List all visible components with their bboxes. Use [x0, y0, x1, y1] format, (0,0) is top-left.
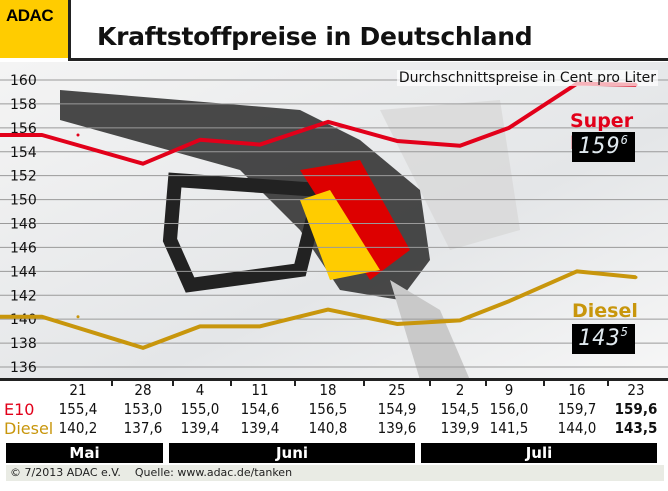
- adac-logo: ADAC: [0, 0, 68, 58]
- diesel-value: 144,0: [557, 419, 597, 437]
- x-tick-label: 18: [319, 381, 337, 399]
- divider: [68, 58, 668, 61]
- x-tick-label: 23: [627, 381, 645, 399]
- data-point: [198, 138, 202, 142]
- y-tick-label: 144: [10, 264, 37, 280]
- e10-value: 154,6: [240, 400, 280, 418]
- data-point: [507, 126, 511, 130]
- data-point: [634, 275, 638, 279]
- data-point: [326, 308, 330, 312]
- month-label: Mai: [6, 443, 163, 463]
- x-tick: [428, 378, 431, 386]
- y-tick-label: 152: [10, 169, 37, 185]
- data-point: [326, 120, 330, 124]
- month-label: Juli: [421, 443, 657, 463]
- month-label: Juni: [169, 443, 415, 463]
- divider: [68, 0, 71, 60]
- x-tick-label: 9: [504, 381, 514, 399]
- x-tick: [484, 378, 487, 386]
- row-label-e10: E10: [4, 400, 35, 419]
- diesel-value: 137,6: [123, 419, 163, 437]
- x-tick-label: 4: [195, 381, 205, 399]
- data-point: [76, 315, 80, 319]
- diesel-value: 139,4: [240, 419, 280, 437]
- diesel-value: 143,5: [614, 419, 658, 437]
- x-tick: [110, 378, 113, 386]
- e10-value: 156,0: [489, 400, 529, 418]
- y-tick-label: 160: [10, 73, 37, 89]
- data-point: [198, 324, 202, 328]
- e10-value: 154,5: [440, 400, 480, 418]
- e10-value: 159,6: [614, 400, 658, 418]
- x-tick-label: 11: [251, 381, 269, 399]
- x-tick: [171, 378, 174, 386]
- data-point: [141, 162, 145, 166]
- diesel-value: 139,4: [180, 419, 220, 437]
- x-tick: [543, 378, 545, 386]
- price-display-e10: 1596: [572, 132, 635, 162]
- diesel-value: 140,8: [308, 419, 348, 437]
- price-display-diesel: 1435: [572, 324, 635, 354]
- e10-value: 156,5: [308, 400, 348, 418]
- y-tick-label: 148: [10, 217, 37, 233]
- data-point: [76, 133, 80, 137]
- data-point: [458, 318, 462, 322]
- e10-value: 154,9: [377, 400, 417, 418]
- y-tick-label: 140: [10, 312, 37, 328]
- diesel-value: 141,5: [489, 419, 529, 437]
- data-point: [141, 346, 145, 350]
- data-point: [258, 143, 262, 147]
- diesel-value: 139,9: [440, 419, 480, 437]
- chart-subtitle: Durchschnittspreise in Cent pro Liter: [396, 70, 658, 86]
- e10-value: 155,0: [180, 400, 220, 418]
- x-tick-label: 16: [568, 381, 586, 399]
- x-tick-label: 2: [455, 381, 465, 399]
- x-tick-label: 25: [388, 381, 406, 399]
- e10-value: 155,4: [58, 400, 98, 418]
- diesel-value: 139,6: [377, 419, 417, 437]
- diesel-value: 140,2: [58, 419, 98, 437]
- x-tick: [606, 378, 609, 386]
- y-tick-label: 150: [10, 193, 37, 209]
- x-tick-label: 21: [69, 381, 87, 399]
- footer: © 7/2013 ADAC e.V. Quelle: www.adac.de/t…: [6, 465, 664, 481]
- y-tick-label: 142: [10, 288, 37, 304]
- x-tick: [230, 378, 232, 386]
- data-point: [395, 139, 399, 143]
- data-point: [258, 324, 262, 328]
- data-point: [575, 269, 579, 273]
- y-tick-label: 146: [10, 240, 37, 256]
- y-tick-label: 154: [10, 145, 37, 161]
- data-point: [507, 299, 511, 303]
- y-tick-label: 138: [10, 336, 37, 352]
- e10-value: 153,0: [123, 400, 163, 418]
- y-tick-label: 156: [10, 121, 37, 137]
- x-tick: [294, 378, 296, 386]
- line-chart: 136 138 140 142 144 146 148 150 152 154 156 158 160: [0, 62, 668, 380]
- data-table: E10 Diesel 21 155,4 140,2 28 153,0 137,6 4 155,…: [0, 378, 668, 443]
- chart-title: Kraftstoffpreise in Deutschland: [97, 22, 533, 51]
- y-tick-label: 136: [10, 360, 37, 376]
- data-point: [458, 144, 462, 148]
- row-label-diesel: Diesel: [4, 419, 54, 438]
- data-point: [395, 322, 399, 326]
- y-tick-label: 158: [10, 97, 37, 113]
- divider: [0, 378, 668, 381]
- x-tick-label: 28: [134, 381, 152, 399]
- x-tick: [362, 378, 365, 386]
- e10-value: 159,7: [557, 400, 597, 418]
- legend-diesel: Diesel: [572, 300, 638, 322]
